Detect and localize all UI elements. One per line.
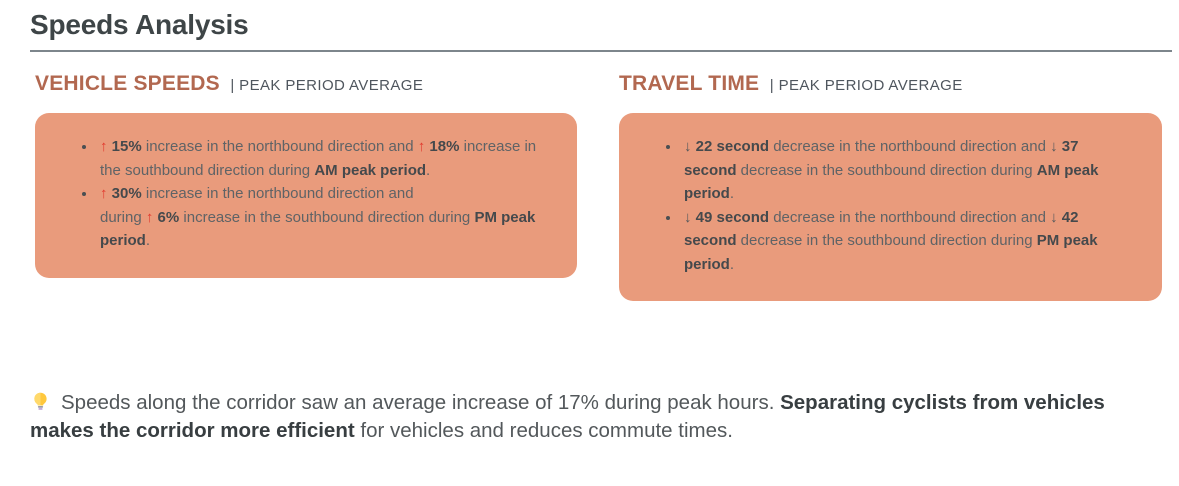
vehicle-speeds-bullet-list: ↑ 15% increase in the northbound directi… — [80, 135, 549, 253]
section-travel-time: TRAVEL TIME | PEAK PERIOD AVERAGE ↓ 22 s… — [619, 72, 1162, 301]
section-vehicle-speeds: VEHICLE SPEEDS | PEAK PERIOD AVERAGE ↑ 1… — [35, 72, 577, 278]
speeds-analysis-page: Speeds Analysis VEHICLE SPEEDS | PEAK PE… — [0, 9, 1179, 486]
analysis-columns: VEHICLE SPEEDS | PEAK PERIOD AVERAGE ↑ 1… — [35, 72, 1179, 301]
bullet-item: ↓ 22 second decrease in the northbound d… — [681, 135, 1134, 206]
vehicle-speeds-title: VEHICLE SPEEDS — [35, 72, 220, 95]
bullet-item: ↓ 49 second decrease in the northbound d… — [681, 206, 1134, 277]
travel-time-callout: ↓ 22 second decrease in the northbound d… — [619, 113, 1162, 301]
title-divider — [30, 50, 1172, 52]
lightbulb-icon — [30, 391, 51, 412]
vehicle-speeds-callout: ↑ 15% increase in the northbound directi… — [35, 113, 577, 278]
summary-text: Speeds along the corridor saw an average… — [30, 389, 1110, 445]
bullet-item: ↑ 30% increase in the northbound directi… — [97, 182, 549, 253]
travel-time-title: TRAVEL TIME — [619, 72, 760, 95]
page-title: Speeds Analysis — [30, 9, 249, 40]
summary-rich-text: Speeds along the corridor saw an average… — [30, 391, 1105, 442]
travel-time-header: TRAVEL TIME | PEAK PERIOD AVERAGE — [619, 72, 1162, 96]
travel-time-bullet-list: ↓ 22 second decrease in the northbound d… — [664, 135, 1134, 276]
vehicle-speeds-subtitle: | PEAK PERIOD AVERAGE — [230, 77, 424, 94]
bullet-item: ↑ 15% increase in the northbound directi… — [97, 135, 549, 182]
vehicle-speeds-header: VEHICLE SPEEDS | PEAK PERIOD AVERAGE — [35, 72, 577, 96]
travel-time-subtitle: | PEAK PERIOD AVERAGE — [769, 77, 963, 94]
